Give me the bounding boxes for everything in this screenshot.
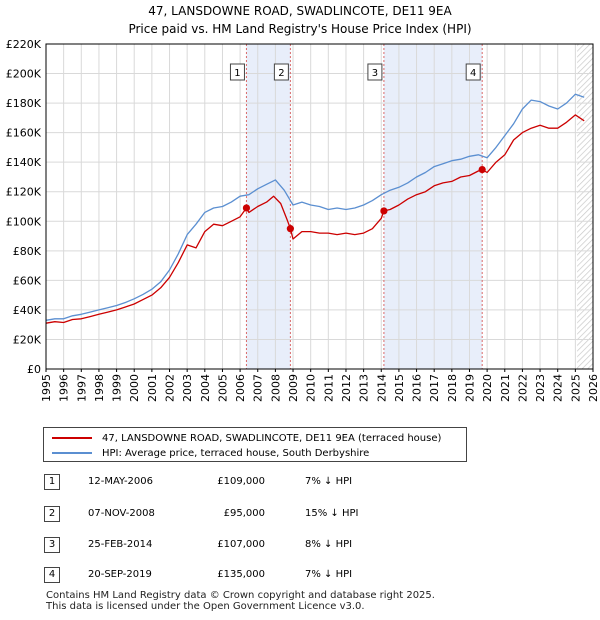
x-tick-label: 2021 xyxy=(499,374,512,402)
sale-row: 3 25-FEB-2014 £107,000 8% ↓ HPI xyxy=(40,537,460,555)
x-tick-label: 2005 xyxy=(216,374,229,402)
sale-number: 3 xyxy=(44,537,60,553)
x-tick-label: 2019 xyxy=(463,374,476,402)
sale-number: 1 xyxy=(44,474,60,490)
y-tick-label: £160K xyxy=(6,127,42,140)
y-tick-label: £40K xyxy=(13,304,42,317)
y-tick-label: £140K xyxy=(6,156,42,169)
y-tick-label: £220K xyxy=(6,38,42,51)
legend-item-price: 47, LANSDOWNE ROAD, SWADLINCOTE, DE11 9E… xyxy=(52,431,441,445)
x-tick-label: 2011 xyxy=(322,374,335,402)
x-tick-label: 2014 xyxy=(375,374,388,402)
x-tick-label: 1998 xyxy=(93,374,106,402)
sale-row: 1 12-MAY-2006 £109,000 7% ↓ HPI xyxy=(40,474,460,492)
x-tick-label: 2020 xyxy=(481,374,494,402)
sale-hpi-diff: 15% ↓ HPI xyxy=(305,508,359,519)
sale-hpi-diff: 7% ↓ HPI xyxy=(305,476,353,487)
x-tick-label: 2015 xyxy=(393,374,406,402)
sale-number: 2 xyxy=(44,506,60,522)
legend-label-hpi: HPI: Average price, terraced house, Sout… xyxy=(102,447,370,459)
ownership-shade xyxy=(246,44,291,369)
sale-date: 12-MAY-2006 xyxy=(88,476,154,487)
x-tick-label: 2024 xyxy=(552,374,565,402)
price-paid-line xyxy=(45,114,585,324)
y-tick-label: £0 xyxy=(27,363,41,376)
sale-marker-label: 2 xyxy=(278,68,284,79)
sale-marker-label: 3 xyxy=(372,68,378,79)
x-tick-label: 1995 xyxy=(40,374,53,402)
sale-price: £109,000 xyxy=(217,476,265,487)
sale-marker-box xyxy=(273,63,289,81)
x-tick-label: 2026 xyxy=(587,374,600,402)
x-tick-label: 2018 xyxy=(446,374,459,402)
x-tick-label: 2007 xyxy=(252,374,265,402)
sale-marker-label: 1 xyxy=(234,68,240,79)
sale-price: £107,000 xyxy=(217,539,265,550)
x-tick-label: 2006 xyxy=(234,374,247,402)
y-tick-label: £120K xyxy=(6,186,42,199)
ownership-shade xyxy=(383,44,483,369)
sale-marker-label: 4 xyxy=(470,68,476,79)
x-tick-label: 1999 xyxy=(111,374,124,402)
legend-item-hpi: HPI: Average price, terraced house, Sout… xyxy=(52,446,369,460)
x-tick-label: 1997 xyxy=(75,374,88,402)
sale-date: 07-NOV-2008 xyxy=(88,508,155,519)
footer: Contains HM Land Registry data © Crown c… xyxy=(46,590,435,612)
hpi-line xyxy=(45,93,585,321)
chart-title-line2: Price paid vs. HM Land Registry's House … xyxy=(128,22,472,36)
sale-point xyxy=(286,225,294,233)
legend-swatch-price xyxy=(52,437,92,439)
sale-price: £135,000 xyxy=(217,569,265,580)
x-tick-label: 2012 xyxy=(340,374,353,402)
x-tick-label: 1996 xyxy=(58,374,71,402)
y-tick-label: £100K xyxy=(6,215,42,228)
price-chart: 1 2 3 4 £0 £20K £40K £60K £80K £100K £120K £140K £1… xyxy=(6,38,600,402)
sale-point xyxy=(478,165,486,174)
sale-row: 2 07-NOV-2008 £95,000 15% ↓ HPI xyxy=(40,506,460,524)
chart-title: 47, LANSDOWNE ROAD, SWADLINCOTE, DE11 9E… xyxy=(0,2,600,38)
x-tick-label: 2013 xyxy=(358,374,371,402)
x-tick-label: 2023 xyxy=(534,374,547,402)
x-tick-label: 2000 xyxy=(128,374,141,402)
forecast-hatch xyxy=(577,44,593,369)
x-tick-label: 2017 xyxy=(428,374,441,402)
x-tick-label: 2010 xyxy=(305,374,318,402)
x-tick-label: 2009 xyxy=(287,374,300,402)
plot-frame xyxy=(45,43,594,370)
legend: 47, LANSDOWNE ROAD, SWADLINCOTE, DE11 9E… xyxy=(43,427,467,462)
x-tick-label: 2003 xyxy=(181,374,194,402)
y-tick-label: £60K xyxy=(13,274,42,287)
sale-marker-box xyxy=(367,63,383,81)
x-tick-label: 2004 xyxy=(199,374,212,402)
sale-row: 4 20-SEP-2019 £135,000 7% ↓ HPI xyxy=(40,567,460,585)
y-tick-label: £180K xyxy=(6,97,42,110)
legend-label-price: 47, LANSDOWNE ROAD, SWADLINCOTE, DE11 9E… xyxy=(102,432,442,444)
sale-hpi-diff: 8% ↓ HPI xyxy=(305,539,353,550)
sale-marker-box xyxy=(465,63,481,81)
footer-licence: This data is licensed under the Open Gov… xyxy=(46,601,365,612)
x-tick-label: 2008 xyxy=(269,374,282,402)
sale-marker-box xyxy=(229,63,245,81)
legend-swatch-hpi xyxy=(52,452,92,454)
x-tick-label: 2002 xyxy=(164,374,177,402)
sale-point xyxy=(380,207,388,215)
sale-number: 4 xyxy=(44,567,60,583)
x-tick-label: 2016 xyxy=(411,374,424,402)
y-tick-label: £200K xyxy=(6,68,42,81)
y-tick-label: £80K xyxy=(13,245,42,258)
footer-copyright: Contains HM Land Registry data © Crown c… xyxy=(46,590,435,601)
x-tick-label: 2025 xyxy=(569,374,582,402)
sale-hpi-diff: 7% ↓ HPI xyxy=(305,569,353,580)
sale-date: 25-FEB-2014 xyxy=(88,539,153,550)
chart-title-line1: 47, LANSDOWNE ROAD, SWADLINCOTE, DE11 9E… xyxy=(148,4,452,18)
sale-date: 20-SEP-2019 xyxy=(88,569,152,580)
x-tick-label: 2001 xyxy=(146,374,159,402)
x-tick-label: 2022 xyxy=(516,374,529,402)
sale-price: £95,000 xyxy=(223,508,265,519)
sale-point xyxy=(242,204,251,212)
y-tick-label: £20K xyxy=(13,333,42,346)
